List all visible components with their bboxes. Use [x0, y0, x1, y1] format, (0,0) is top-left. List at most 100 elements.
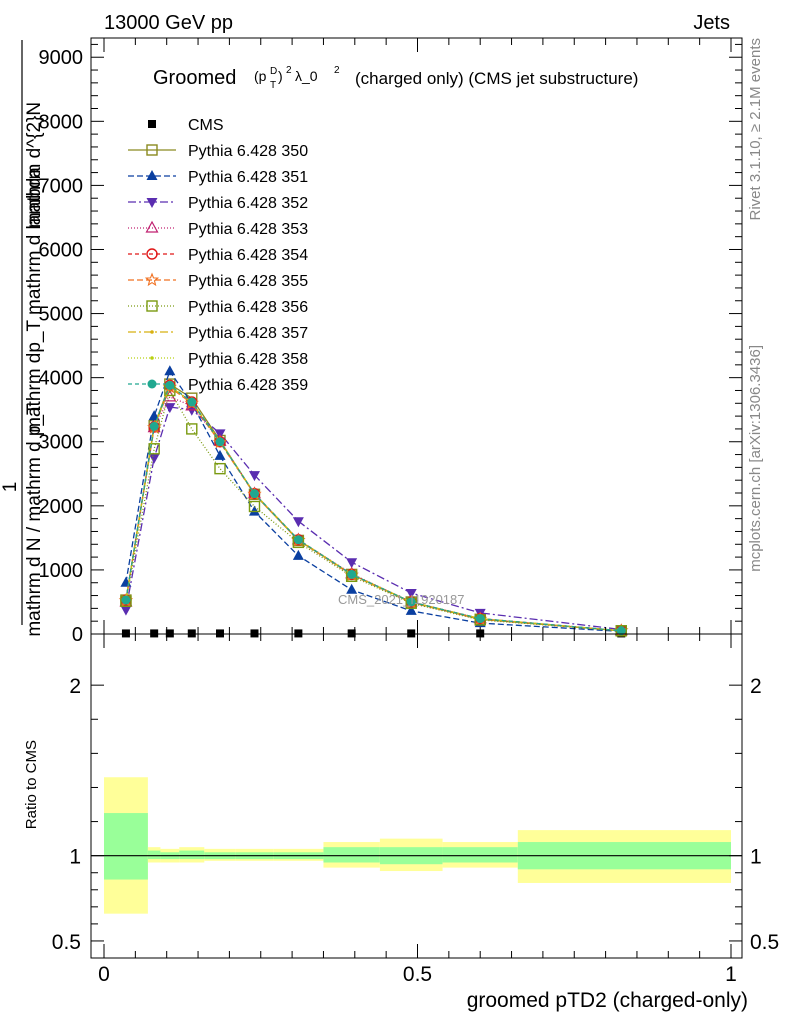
- data-point: [186, 423, 198, 435]
- rivet-label: Rivet 3.1.10, ≥ 2.1M events: [747, 38, 764, 221]
- x-tick-label: 0.5: [403, 963, 432, 986]
- data-point: [292, 517, 304, 528]
- svg-text:2: 2: [334, 65, 340, 76]
- data-point: [149, 421, 159, 431]
- data-point: [248, 505, 260, 516]
- data-point: [148, 443, 160, 455]
- ratio-y-tick-label: 1: [69, 846, 81, 869]
- energy-label: 13000 GeV pp: [104, 12, 233, 34]
- data-point: [150, 629, 159, 638]
- y-label-mid: mathrm dp_T mathrm d lambda: [24, 167, 45, 433]
- legend-item: Pythia 6.428 358: [128, 351, 308, 368]
- legend-marker: [147, 379, 157, 389]
- legend-marker: [146, 300, 158, 312]
- svg-text:D: D: [270, 66, 277, 77]
- y-tick-label: 1000: [39, 560, 84, 582]
- legend-item: Pythia 6.428 356: [128, 299, 308, 316]
- y-label-bottom: mathrm d N / mathrm d p_T: [24, 403, 45, 637]
- y-tick-label: 3000: [39, 432, 84, 454]
- legend-label: Pythia 6.428 350: [188, 143, 308, 160]
- y-label-one: 1: [0, 482, 21, 493]
- x-tick-label: 1: [725, 963, 737, 986]
- y-tick-label: 5000: [39, 304, 84, 326]
- ratio-y-tick-label: 0.5: [52, 931, 81, 954]
- plot-title: Groomed (p D T ) 2 λ_0 2 (charged only) …: [153, 65, 638, 91]
- data-point: [214, 449, 226, 460]
- ratio-band-inner: [179, 850, 205, 860]
- ratio-band-inner: [442, 847, 518, 863]
- legend-marker: [148, 120, 156, 128]
- data-point: [405, 588, 417, 599]
- legend-item: Pythia 6.428 357: [128, 325, 308, 342]
- data-point: [215, 629, 224, 638]
- legend-marker: [146, 248, 158, 260]
- legend-item: Pythia 6.428 351: [128, 169, 308, 186]
- legend-marker: [145, 220, 159, 233]
- legend-item: Pythia 6.428 354: [128, 247, 308, 264]
- y-tick-label: 9000: [39, 47, 84, 69]
- category-label: Jets: [693, 12, 730, 34]
- data-point: [121, 629, 130, 638]
- ratio-y-tick-label: 1: [750, 846, 762, 869]
- legend-marker: [146, 198, 158, 208]
- title-text: (charged only) (CMS jet substructure): [355, 69, 638, 88]
- data-point: [148, 453, 160, 464]
- data-point: [249, 489, 259, 499]
- y-tick-label: 8000: [39, 111, 84, 133]
- data-point: [347, 629, 356, 638]
- title-math: (p D T ) 2 λ_0 2: [254, 65, 340, 91]
- svg-text:T: T: [270, 80, 276, 91]
- legend-item: Pythia 6.428 355: [128, 272, 308, 290]
- main-y-label: mathrm d^{2}N mathrm dp_T mathrm d lambd…: [0, 40, 45, 637]
- legend-label: Pythia 6.428 357: [188, 325, 308, 342]
- y-tick-label: 6000: [39, 239, 84, 261]
- data-point: [215, 437, 225, 447]
- data-point: [187, 397, 197, 407]
- legend-label: Pythia 6.428 352: [188, 195, 308, 212]
- legend-marker: [146, 170, 158, 180]
- data-point: [405, 604, 417, 615]
- legend-item: Pythia 6.428 359: [128, 377, 308, 394]
- data-point: [475, 614, 485, 624]
- ratio-band-inner: [147, 850, 161, 860]
- legend-item: Pythia 6.428 350: [128, 143, 308, 160]
- data-point: [294, 629, 303, 638]
- series-10: [121, 380, 626, 636]
- svg-text:λ_0: λ_0: [295, 68, 318, 84]
- svg-text:2: 2: [286, 65, 292, 76]
- legend-label: Pythia 6.428 359: [188, 377, 308, 394]
- legend-label: CMS: [188, 117, 224, 134]
- legend-marker: [146, 144, 158, 156]
- y-tick-label: 4000: [39, 368, 84, 390]
- data-point: [250, 629, 259, 638]
- watermark: CMS_2021_I1920187: [338, 592, 465, 607]
- legend-label: Pythia 6.428 353: [188, 221, 308, 238]
- data-point: [248, 471, 260, 482]
- data-point: [293, 535, 303, 545]
- legend-label: Pythia 6.428 351: [188, 169, 308, 186]
- ratio-bands: [91, 777, 742, 914]
- legend-item: Pythia 6.428 352: [128, 195, 308, 212]
- ratio-y-axis: 0.5 0.5 1 1 2 2: [52, 675, 779, 954]
- legend-label: Pythia 6.428 354: [188, 247, 308, 264]
- ratio-band-inner: [323, 847, 380, 863]
- legend-item: CMS: [148, 117, 224, 134]
- data-point: [248, 500, 261, 513]
- y-label-top: mathrm d^{2}N: [24, 102, 45, 228]
- x-axis: 0 0.5 1: [98, 38, 737, 986]
- data-point: [187, 629, 196, 638]
- main-y-axis: 0 1000 2000 3000 4000 5000 6000 7000 8000 9000: [39, 43, 742, 646]
- data-point: [120, 605, 132, 616]
- svg-text:): ): [278, 68, 283, 84]
- data-point: [346, 558, 358, 569]
- ratio-frame-border: [90, 633, 743, 959]
- series-line: [125, 388, 622, 632]
- ratio-band-inner: [104, 813, 148, 880]
- data-point: [165, 629, 174, 638]
- legend-label: Pythia 6.428 356: [188, 299, 308, 316]
- data-point: [121, 595, 131, 605]
- data-point: [164, 403, 176, 414]
- y-tick-label: 0: [72, 624, 83, 646]
- x-tick-label: 0: [98, 963, 110, 986]
